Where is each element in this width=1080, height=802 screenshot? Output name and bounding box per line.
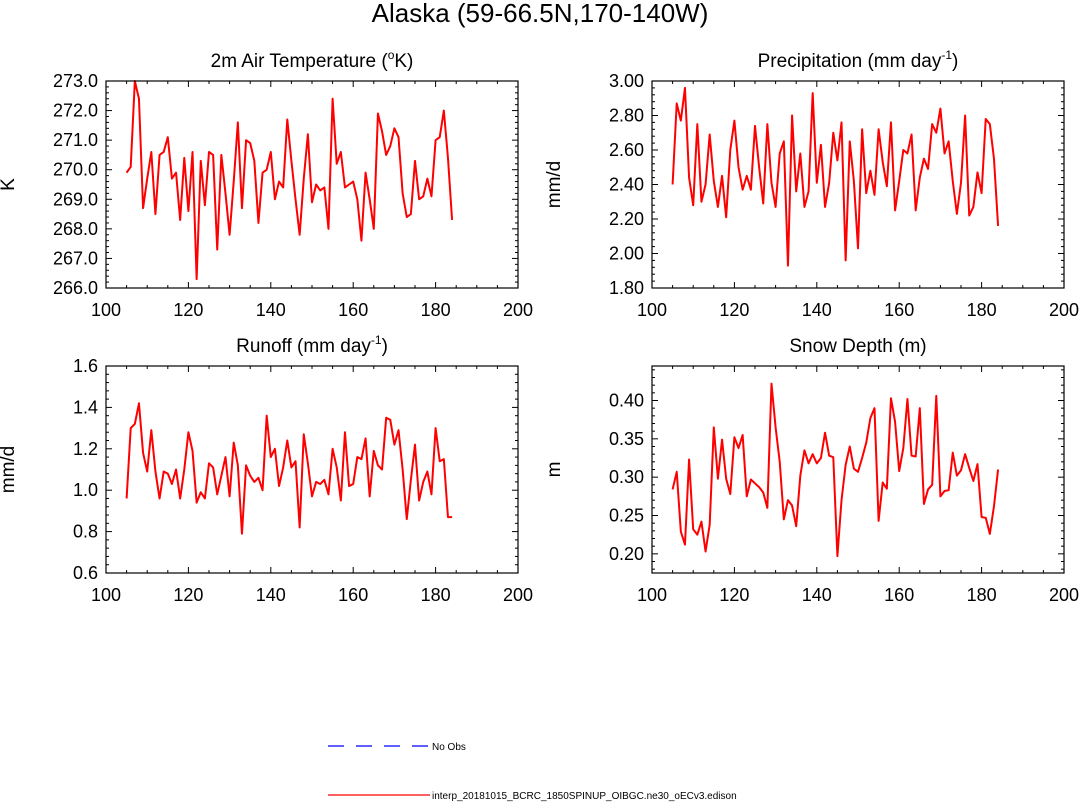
snow-depth-y-tick-label: 0.40 xyxy=(609,391,644,411)
temperature-y-tick-label: 269.0 xyxy=(53,189,98,209)
snow-depth-y-tick-label: 0.20 xyxy=(609,544,644,564)
precipitation-x-tick-label: 120 xyxy=(719,300,749,320)
runoff-y-tick-label: 1.0 xyxy=(73,480,98,500)
temperature-y-tick-label: 270.0 xyxy=(53,160,98,180)
temperature-series-line-0 xyxy=(125,80,454,281)
temperature-title-main: 2m Air Temperature ( xyxy=(211,51,389,72)
precipitation-x-tick-label: 200 xyxy=(1049,300,1079,320)
precipitation-y-tick-label: 1.80 xyxy=(609,278,644,298)
snow-depth-x-tick-label: 100 xyxy=(637,585,667,605)
snow-depth-x-tick-label: 120 xyxy=(719,585,749,605)
runoff-title-main: Runoff (mm day xyxy=(236,336,371,357)
runoff-y-tick-label: 0.6 xyxy=(73,563,98,583)
precipitation-title-main: Precipitation (mm day xyxy=(758,51,942,72)
precipitation-y-tick-label: 2.20 xyxy=(609,209,644,229)
runoff-plot-frame xyxy=(105,365,519,574)
runoff-title-superscript: -1 xyxy=(371,333,382,347)
temperature-x-tick-label: 200 xyxy=(503,300,533,320)
snow-depth-x-tick-label: 180 xyxy=(967,585,997,605)
temperature-x-tick-label: 180 xyxy=(421,300,451,320)
runoff-y-tick-label: 1.2 xyxy=(73,439,98,459)
temperature-y-axis-label: K xyxy=(0,178,19,191)
panels-group: 2m Air Temperature (oK) K 100 120 140 160 180 2… xyxy=(0,48,1079,605)
snow-depth-x-tick-label: 140 xyxy=(802,585,832,605)
legend: No Obs interp_20181015_BCRC_1850SPINUP_O… xyxy=(328,742,737,802)
temperature-y-tick-label: 268.0 xyxy=(53,219,98,239)
runoff-x-tick-label: 180 xyxy=(421,585,451,605)
runoff-x-tick-label: 160 xyxy=(338,585,368,605)
precipitation-y-tick-label: 2.40 xyxy=(609,175,644,195)
temperature-y-tick-label: 267.0 xyxy=(53,248,98,268)
snow-depth-plot-frame xyxy=(651,365,1065,574)
figure-title: Alaska (59-66.5N,170-140W) xyxy=(372,0,709,28)
precipitation-series-line-0 xyxy=(671,86,1000,267)
chart-snow-depth: Snow Depth (m) m 100 120 140 160 180 200 0.20 0.2… xyxy=(544,336,1079,605)
temperature-x-tick-label: 100 xyxy=(91,300,121,320)
legend-model-label: interp_20181015_BCRC_1850SPINUP_OIBGC.ne… xyxy=(432,791,737,802)
precipitation-y-axis-label: mm/d xyxy=(544,161,565,209)
runoff-x-tick-label: 140 xyxy=(256,585,286,605)
runoff-title: Runoff (mm day-1) xyxy=(236,333,388,357)
precipitation-x-tick-label: 100 xyxy=(637,300,667,320)
chart-runoff: Runoff (mm day-1) mm/d 100 120 140 160 180 200 0… xyxy=(0,333,533,605)
snow-depth-title-main: Snow Depth (m) xyxy=(789,336,926,357)
precipitation-title-suffix: ) xyxy=(952,51,958,72)
precipitation-title-superscript: -1 xyxy=(941,48,952,62)
snow-depth-x-tick-label: 200 xyxy=(1049,585,1079,605)
snow-depth-y-axis-label: m xyxy=(544,462,565,478)
precipitation-y-tick-label: 2.00 xyxy=(609,244,644,264)
temperature-x-tick-label: 120 xyxy=(173,300,203,320)
snow-depth-title: Snow Depth (m) xyxy=(789,336,926,357)
precipitation-x-tick-label: 140 xyxy=(802,300,832,320)
precipitation-y-tick-label: 2.80 xyxy=(609,106,644,126)
runoff-x-tick-label: 120 xyxy=(173,585,203,605)
precipitation-title: Precipitation (mm day-1) xyxy=(758,48,959,72)
snow-depth-series-line-0 xyxy=(671,382,1000,558)
temperature-x-tick-label: 160 xyxy=(338,300,368,320)
runoff-series-line-0 xyxy=(125,402,453,535)
temperature-title-superscript: o xyxy=(388,48,395,62)
temperature-plot-frame xyxy=(105,80,519,289)
precipitation-x-tick-label: 180 xyxy=(967,300,997,320)
snow-depth-y-tick-label: 0.35 xyxy=(609,429,644,449)
snow-depth-y-tick-label: 0.25 xyxy=(609,506,644,526)
temperature-y-tick-label: 266.0 xyxy=(53,278,98,298)
temperature-y-tick-label: 271.0 xyxy=(53,130,98,150)
chart-temperature: 2m Air Temperature (oK) K 100 120 140 160 180 2… xyxy=(0,48,533,320)
temperature-y-tick-label: 272.0 xyxy=(53,101,98,121)
temperature-title: 2m Air Temperature (oK) xyxy=(211,48,414,72)
precipitation-x-tick-label: 160 xyxy=(884,300,914,320)
legend-obs-label: No Obs xyxy=(432,742,466,753)
snow-depth-x-tick-label: 160 xyxy=(884,585,914,605)
precipitation-y-tick-label: 3.00 xyxy=(609,71,644,91)
runoff-y-axis-label: mm/d xyxy=(0,446,19,494)
temperature-x-tick-label: 140 xyxy=(256,300,286,320)
runoff-title-suffix: ) xyxy=(382,336,388,357)
precipitation-y-tick-label: 2.60 xyxy=(609,140,644,160)
temperature-title-suffix: K) xyxy=(394,51,413,72)
runoff-x-tick-label: 100 xyxy=(91,585,121,605)
snow-depth-y-tick-label: 0.30 xyxy=(609,467,644,487)
runoff-y-tick-label: 1.4 xyxy=(73,397,98,417)
chart-precipitation: Precipitation (mm day-1) mm/d 100 120 140 160… xyxy=(544,48,1079,320)
runoff-y-tick-label: 0.8 xyxy=(73,522,98,542)
precipitation-plot-frame xyxy=(651,80,1065,289)
runoff-y-tick-label: 1.6 xyxy=(73,356,98,376)
runoff-x-tick-label: 200 xyxy=(503,585,533,605)
temperature-y-tick-label: 273.0 xyxy=(53,71,98,91)
